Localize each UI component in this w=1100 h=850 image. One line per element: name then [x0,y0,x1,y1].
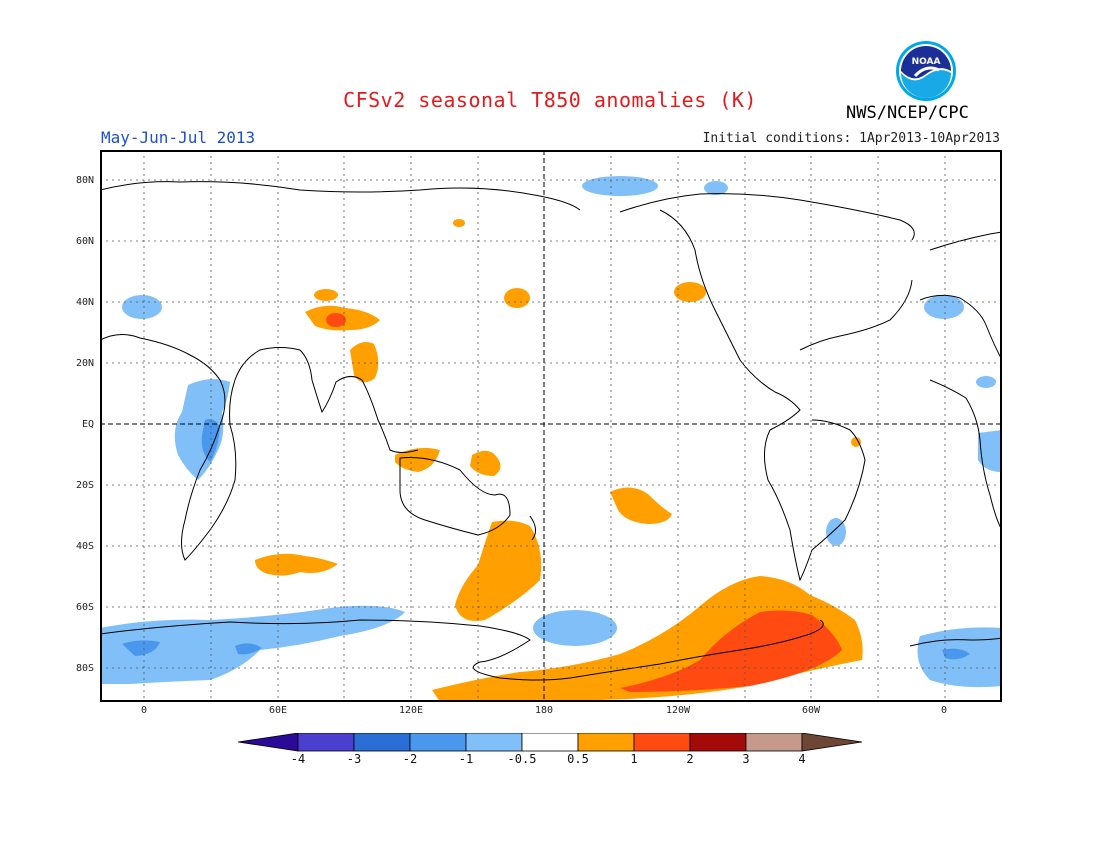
colorbar-tick-label: 1 [630,752,638,766]
lon-label-180: 180 [534,705,554,716]
colorbar-segment-4 [465,733,523,752]
lon-label-60e: 60E [268,705,288,716]
lat-label-20s: 20S [75,480,94,491]
lat-label-80s: 80S [75,663,94,674]
colorbar-segment-7 [633,733,691,752]
colorbar-segment-2 [353,733,411,752]
colorbar-tick-label: -2 [402,752,418,766]
colorbar-segment-8 [689,733,747,752]
colorbar-tick-label: 3 [742,752,750,766]
colorbar-segment-9 [745,733,803,752]
lat-label-eq: EQ [81,419,94,430]
colorbar [238,733,863,752]
colorbar-tick-label: 0.5 [567,752,589,766]
negative-anomaly-areas [100,176,1002,688]
initial-conditions: Initial conditions: 1Apr2013-10Apr2013 [702,131,1000,146]
coastlines [100,181,1002,681]
map-frame [100,150,1002,702]
anomaly-map [100,150,1002,702]
lat-label-20n: 20N [75,358,94,369]
graticule [100,150,1002,702]
map-background [100,150,1002,702]
colorbar-segment-5 [521,733,579,752]
colorbar-tick-label: -1 [458,752,474,766]
lon-label-120e: 120E [398,705,424,716]
lat-label-80n: 80N [75,175,94,186]
colorbar-tick-label: 4 [798,752,806,766]
lat-label-60n: 60N [75,236,94,247]
noaa-logo-icon: NOAA [896,41,956,101]
colorbar-segment-1 [297,733,355,752]
lat-label-40n: 40N [75,297,94,308]
lon-label-0-west: 0 [140,705,148,716]
colorbar-segment-3 [409,733,467,752]
lat-label-60s: 60S [75,602,94,613]
equator-dateline [100,150,1002,702]
lon-label-120w: 120W [665,705,691,716]
map-title: CFSv2 seasonal T850 anomalies (K) [343,88,757,112]
agency-label: NWS/NCEP/CPC [846,103,969,123]
colorbar-segment-below [238,733,299,752]
colorbar-tick-label: -3 [346,752,362,766]
lat-label-40s: 40S [75,541,94,552]
colorbar-tick-label: 2 [686,752,694,766]
colorbar-tick-label: -0.5 [507,752,537,766]
colorbar-tick-label: -4 [290,752,306,766]
forecast-period: May-Jun-Jul 2013 [101,128,256,147]
logo-text: NOAA [912,57,941,67]
colorbar-segment-above [801,733,863,752]
lon-label-0-east: 0 [940,705,948,716]
colorbar-segment-6 [577,733,635,752]
lon-label-60w: 60W [801,705,821,716]
